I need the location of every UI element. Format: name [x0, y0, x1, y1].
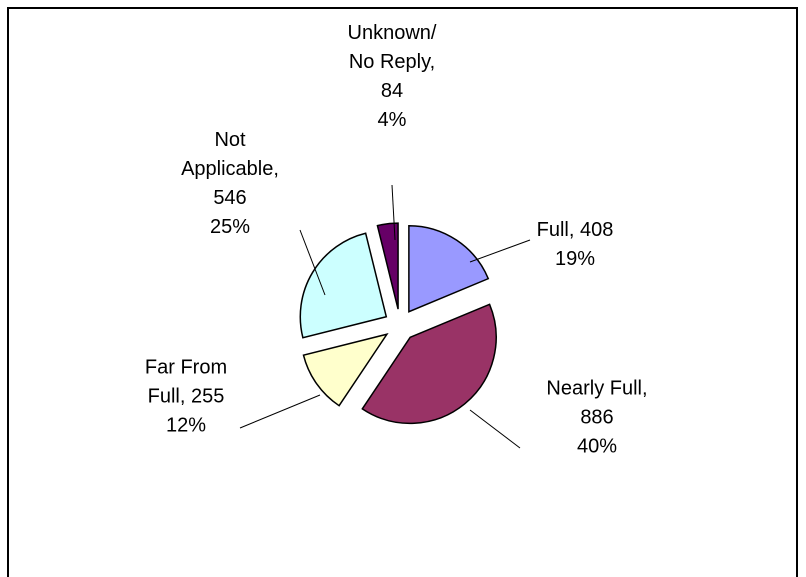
pie-slice: [302, 333, 389, 407]
slice-label: 84: [381, 80, 403, 102]
pie-slice: [299, 232, 388, 339]
chart-border: [7, 7, 798, 577]
slice-label: No Reply,: [349, 51, 435, 73]
slice-label: 19%: [555, 248, 595, 270]
leader-line: [239, 394, 321, 429]
slice-label: Unknown/: [348, 22, 437, 44]
slice-label: 886: [580, 406, 613, 428]
leader-line: [391, 184, 396, 241]
slice-label: 25%: [210, 216, 250, 238]
slice-label: Applicable,: [181, 158, 279, 180]
slice-label: 4%: [378, 109, 407, 131]
pie-slice: [361, 303, 497, 425]
slice-label: Far From: [145, 356, 227, 378]
pie-slice: [376, 222, 399, 310]
slice-label: 12%: [166, 414, 206, 436]
slice-label: Nearly Full,: [546, 377, 647, 399]
slice-label: Full, 255: [148, 385, 225, 407]
slice-label: Not: [214, 129, 246, 151]
leader-line: [469, 239, 531, 263]
slice-label: Full, 408: [537, 219, 614, 241]
slice-label: 546: [213, 187, 246, 209]
pie-slice: [408, 224, 490, 313]
leader-line: [469, 409, 521, 449]
slice-label: 40%: [577, 435, 617, 457]
leader-line: [299, 229, 326, 296]
